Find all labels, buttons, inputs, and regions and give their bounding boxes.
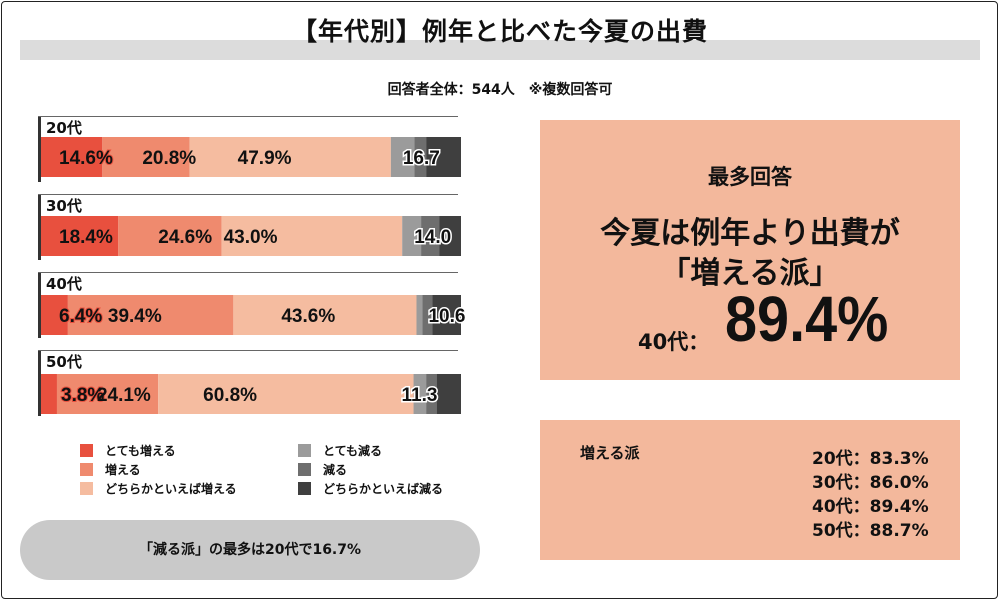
bar-segment-30s-0 bbox=[41, 216, 119, 256]
bar-value-label-30s-0: 18.4% bbox=[59, 227, 113, 248]
bar-segment-20s-5 bbox=[426, 137, 461, 177]
bar-value-label-30s-2: 43.0% bbox=[224, 227, 278, 248]
top-answer-line2: 「増える派」 bbox=[660, 256, 840, 291]
legend-swatch bbox=[298, 482, 311, 495]
legend-item-somewhat-increase: どちらかといえば増える bbox=[80, 480, 237, 497]
increase-summary-row: 50代：88.7% bbox=[812, 521, 929, 541]
group-frame-40s bbox=[38, 272, 41, 338]
increase-summary-heading: 増える派 bbox=[580, 444, 640, 462]
bar-segment-50s-4 bbox=[426, 374, 437, 414]
category-label-50s: 50代 bbox=[46, 353, 82, 371]
bar-value-label-30s-3: 14.0 bbox=[414, 227, 451, 248]
top-answer-line1: 今夏は例年より出費が bbox=[600, 216, 900, 251]
legend-item-somewhat-decrease: どちらかといえば減る bbox=[298, 480, 443, 497]
legend-item-very-increase: とても増える bbox=[80, 442, 176, 459]
bar-segment-30s-4 bbox=[421, 216, 440, 256]
bar-segment-50s-2 bbox=[158, 374, 414, 414]
bar-segment-30s-3 bbox=[402, 216, 422, 256]
bar-value-label-30s-1: 24.6% bbox=[158, 227, 212, 248]
top-answer-age: 40代： bbox=[638, 330, 710, 354]
bar-segment-20s-4 bbox=[414, 137, 427, 177]
group-frame-50s bbox=[38, 350, 41, 416]
bar-value-label-20s-0: 14.6% bbox=[59, 148, 113, 169]
legend-swatch bbox=[80, 463, 93, 476]
bar-value-label-40s-2: 43.6% bbox=[281, 306, 335, 327]
group-rule-40s bbox=[38, 272, 458, 273]
bar-segment-20s-1 bbox=[102, 137, 190, 177]
legend-swatch bbox=[298, 444, 311, 457]
bar-value-label-50s-0: 3.8% bbox=[61, 385, 104, 406]
group-rule-20s bbox=[38, 116, 458, 117]
bar-value-label-40s-0: 6.4% bbox=[59, 306, 102, 327]
bar-segment-30s-2 bbox=[221, 216, 403, 256]
legend-swatch bbox=[80, 482, 93, 495]
bar-segment-40s-0 bbox=[41, 295, 68, 335]
bar-segment-40s-5 bbox=[432, 295, 461, 335]
chart-title: 【年代別】例年と比べた今夏の出費 bbox=[291, 17, 708, 46]
bar-value-label-40s-1: 39.4% bbox=[108, 306, 162, 327]
bar-segment-40s-3 bbox=[416, 295, 423, 335]
bar-value-label-20s-1: 20.8% bbox=[142, 148, 196, 169]
legend-label: どちらかといえば増える bbox=[105, 482, 237, 496]
legend-item-very-decrease: とても減る bbox=[298, 442, 382, 459]
increase-summary-row: 30代：86.0% bbox=[812, 473, 929, 493]
decrease-note: 「減る派」の最多は20代で16.7% bbox=[20, 520, 480, 580]
legend-item-decrease: 減る bbox=[298, 461, 347, 478]
bar-value-label-40s-3: 10.6 bbox=[428, 306, 465, 327]
bar-value-label-50s-1: 24.1% bbox=[97, 385, 151, 406]
legend-label: とても増える bbox=[105, 444, 176, 458]
bar-segment-50s-1 bbox=[56, 374, 159, 414]
chart-subtitle: 回答者全体：544人 ※複数回答可 bbox=[387, 82, 613, 98]
legend-swatch bbox=[298, 463, 311, 476]
category-label-20s: 20代 bbox=[46, 119, 82, 137]
group-frame-30s bbox=[38, 194, 41, 260]
group-frame-20s bbox=[38, 116, 41, 182]
top-answer-value: 89.4% bbox=[725, 283, 889, 355]
increase-summary-row: 40代：89.4% bbox=[812, 497, 929, 517]
legend-label: 増える bbox=[105, 463, 141, 477]
legend-label: 減る bbox=[323, 463, 348, 477]
increase-summary-box: 増える派 20代：83.3% 30代：86.0% 40代：89.4% 50代：8… bbox=[540, 420, 960, 560]
increase-summary-row: 20代：83.3% bbox=[812, 449, 929, 469]
bar-segment-30s-1 bbox=[118, 216, 222, 256]
legend-label: どちらかといえば減る bbox=[323, 482, 444, 496]
bar-segment-40s-2 bbox=[233, 295, 417, 335]
category-label-40s: 40代 bbox=[46, 275, 82, 293]
legend-label: とても減る bbox=[323, 444, 383, 458]
top-answer-box: 最多回答 今夏は例年より出費が 「増える派」 40代： 89.4% bbox=[540, 120, 960, 380]
bar-value-label-50s-2: 60.8% bbox=[203, 385, 257, 406]
bar-value-label-20s-3: 16.7 bbox=[403, 148, 440, 169]
bar-segment-30s-5 bbox=[439, 216, 461, 256]
title-band bbox=[20, 40, 980, 60]
bar-segment-20s-0 bbox=[41, 137, 103, 177]
legend-item-increase: 増える bbox=[80, 461, 141, 478]
group-rule-30s bbox=[38, 194, 458, 195]
bar-value-label-20s-2: 47.9% bbox=[238, 148, 292, 169]
legend-swatch bbox=[80, 444, 93, 457]
bar-segment-50s-5 bbox=[436, 374, 461, 414]
bar-segment-40s-1 bbox=[67, 295, 234, 335]
top-answer-heading: 最多回答 bbox=[708, 165, 792, 189]
category-label-30s: 30代 bbox=[46, 197, 82, 215]
bar-value-label-50s-3: 11.3 bbox=[402, 385, 438, 406]
bar-segment-50s-0 bbox=[41, 374, 57, 414]
group-rule-50s bbox=[38, 350, 458, 351]
bar-segment-20s-3 bbox=[390, 137, 415, 177]
bar-segment-40s-4 bbox=[422, 295, 433, 335]
bar-segment-50s-3 bbox=[413, 374, 427, 414]
bar-segment-20s-2 bbox=[189, 137, 391, 177]
